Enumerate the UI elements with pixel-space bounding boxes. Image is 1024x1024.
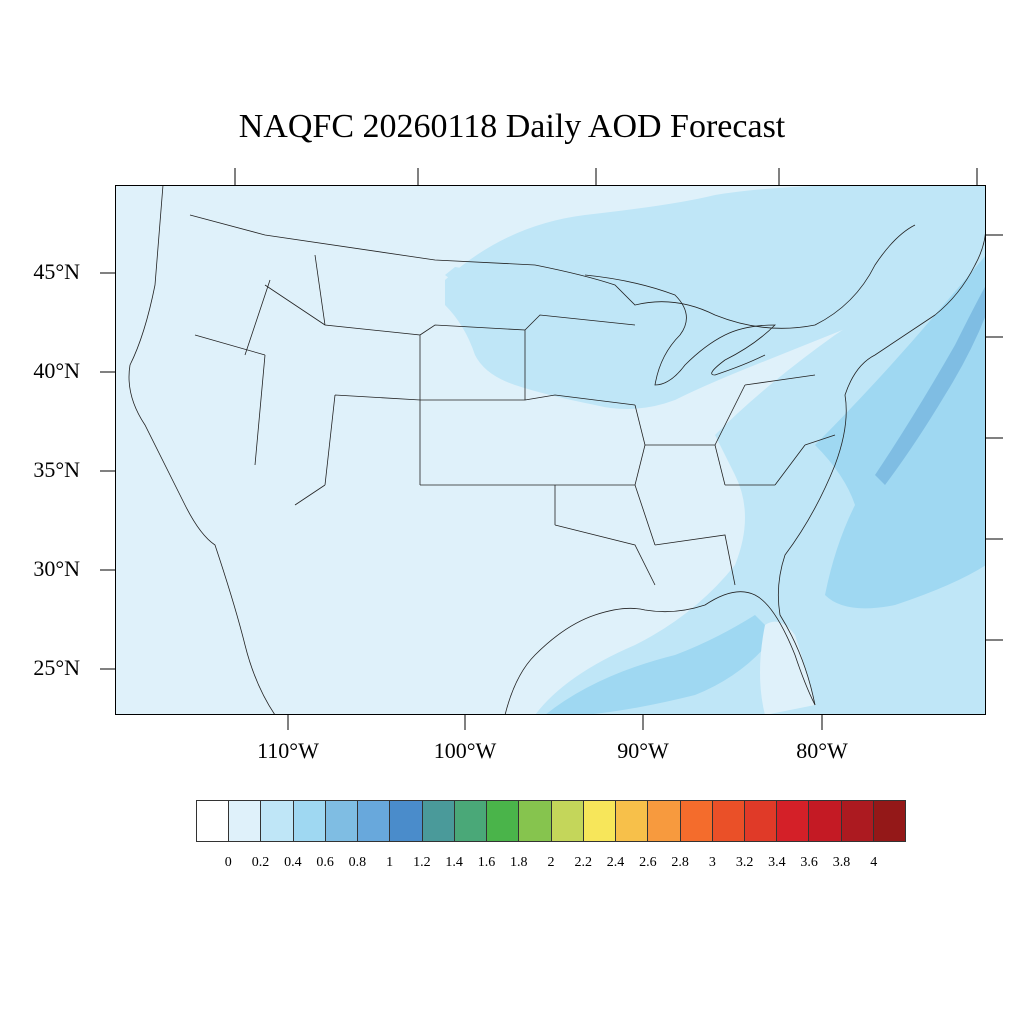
- aod-band-west-hatch: [445, 267, 517, 365]
- colorbar-tick-label: 2.6: [639, 855, 657, 870]
- map-border: [115, 185, 986, 715]
- colorbar-tick-label: 1.8: [509, 855, 528, 870]
- colorbar-tick-label: 1: [386, 855, 394, 870]
- colorbar-tick-label: 3.8: [832, 855, 851, 870]
- colorbar-tick-label: 0.8: [348, 855, 367, 870]
- colorbar-tick-label: 2.2: [574, 855, 593, 870]
- colorbar-swatch: [744, 801, 778, 841]
- colorbar-swatch: [487, 801, 520, 841]
- colorbar-swatch: [229, 801, 262, 841]
- lat-label-25: 25°N: [33, 655, 80, 680]
- colorbar-swatch: [293, 801, 326, 841]
- gulf-coast: [504, 591, 816, 715]
- colorbar-swatch: [358, 801, 391, 841]
- colorbar-swatch: [422, 801, 455, 841]
- aod-map: [115, 185, 986, 715]
- colorbar-swatch: [809, 801, 842, 841]
- colorbar-swatch: [197, 801, 230, 841]
- colorbar-tick-label: 3.2: [735, 855, 754, 870]
- colorbar-tick-label: 3: [708, 855, 716, 870]
- colorbar-swatch: [390, 801, 423, 841]
- us-canada-border: [189, 214, 916, 329]
- colorbar-tick-label: 0.2: [251, 855, 270, 870]
- aod-peak-atlantic: [875, 285, 986, 485]
- colorbar-swatch: [712, 801, 745, 841]
- aod-lowspot-florida: [760, 621, 815, 715]
- east-coast: [777, 224, 986, 706]
- colorbar-swatch: [551, 801, 584, 841]
- lon-label-100w: 100°W: [433, 738, 497, 763]
- colorbar-swatch: [841, 801, 874, 841]
- aod-band-north: [445, 185, 986, 409]
- colorbar-swatch: [583, 801, 617, 841]
- colorbar-swatch: [777, 801, 810, 841]
- west-coast: [128, 185, 276, 715]
- colorbar-tick-label: 0.6: [316, 855, 334, 870]
- aod-colorbar: [196, 800, 906, 842]
- aod-band-atlantic: [815, 255, 986, 609]
- colorbar-swatch: [261, 801, 294, 841]
- lon-label-90w: 90°W: [617, 738, 669, 763]
- colorbar-tick-label: 1.4: [445, 855, 463, 870]
- colorbar-tick-label: 2.4: [606, 855, 625, 870]
- lat-label-40: 40°N: [33, 358, 80, 383]
- colorbar-tick-label: 0: [224, 855, 232, 870]
- colorbar-swatch: [325, 801, 359, 841]
- lat-label-30: 30°N: [33, 556, 80, 581]
- colorbar-tick-label: 1.2: [413, 855, 431, 870]
- colorbar-swatch: [680, 801, 713, 841]
- state-lines: [194, 254, 836, 586]
- map-outlines: [128, 185, 986, 715]
- colorbar-tick-label: 2: [547, 855, 555, 870]
- colorbar-swatch: [648, 801, 681, 841]
- map-title: NAQFC 20260118 Daily AOD Forecast: [238, 108, 786, 145]
- colorbar-swatch: [454, 801, 488, 841]
- lat-label-45: 45°N: [33, 259, 80, 284]
- lon-label-80w: 80°W: [796, 738, 848, 763]
- colorbar-tick-label: 0.4: [284, 855, 302, 870]
- colorbar-tick-label: 3.4: [768, 855, 786, 870]
- great-lakes: [584, 274, 776, 386]
- colorbar-tick-label: 2.8: [671, 855, 689, 870]
- aod-band-gulf: [545, 615, 775, 715]
- colorbar-tick-label: 1.6: [477, 855, 496, 870]
- colorbar-tick-label: 4: [870, 855, 878, 870]
- lon-label-110w: 110°W: [257, 738, 319, 763]
- colorbar-tick-label: 3.6: [800, 855, 818, 870]
- colorbar-swatch: [616, 801, 649, 841]
- colorbar-swatch: [873, 801, 906, 841]
- colorbar-swatch: [519, 801, 552, 841]
- lat-label-35: 35°N: [33, 457, 80, 482]
